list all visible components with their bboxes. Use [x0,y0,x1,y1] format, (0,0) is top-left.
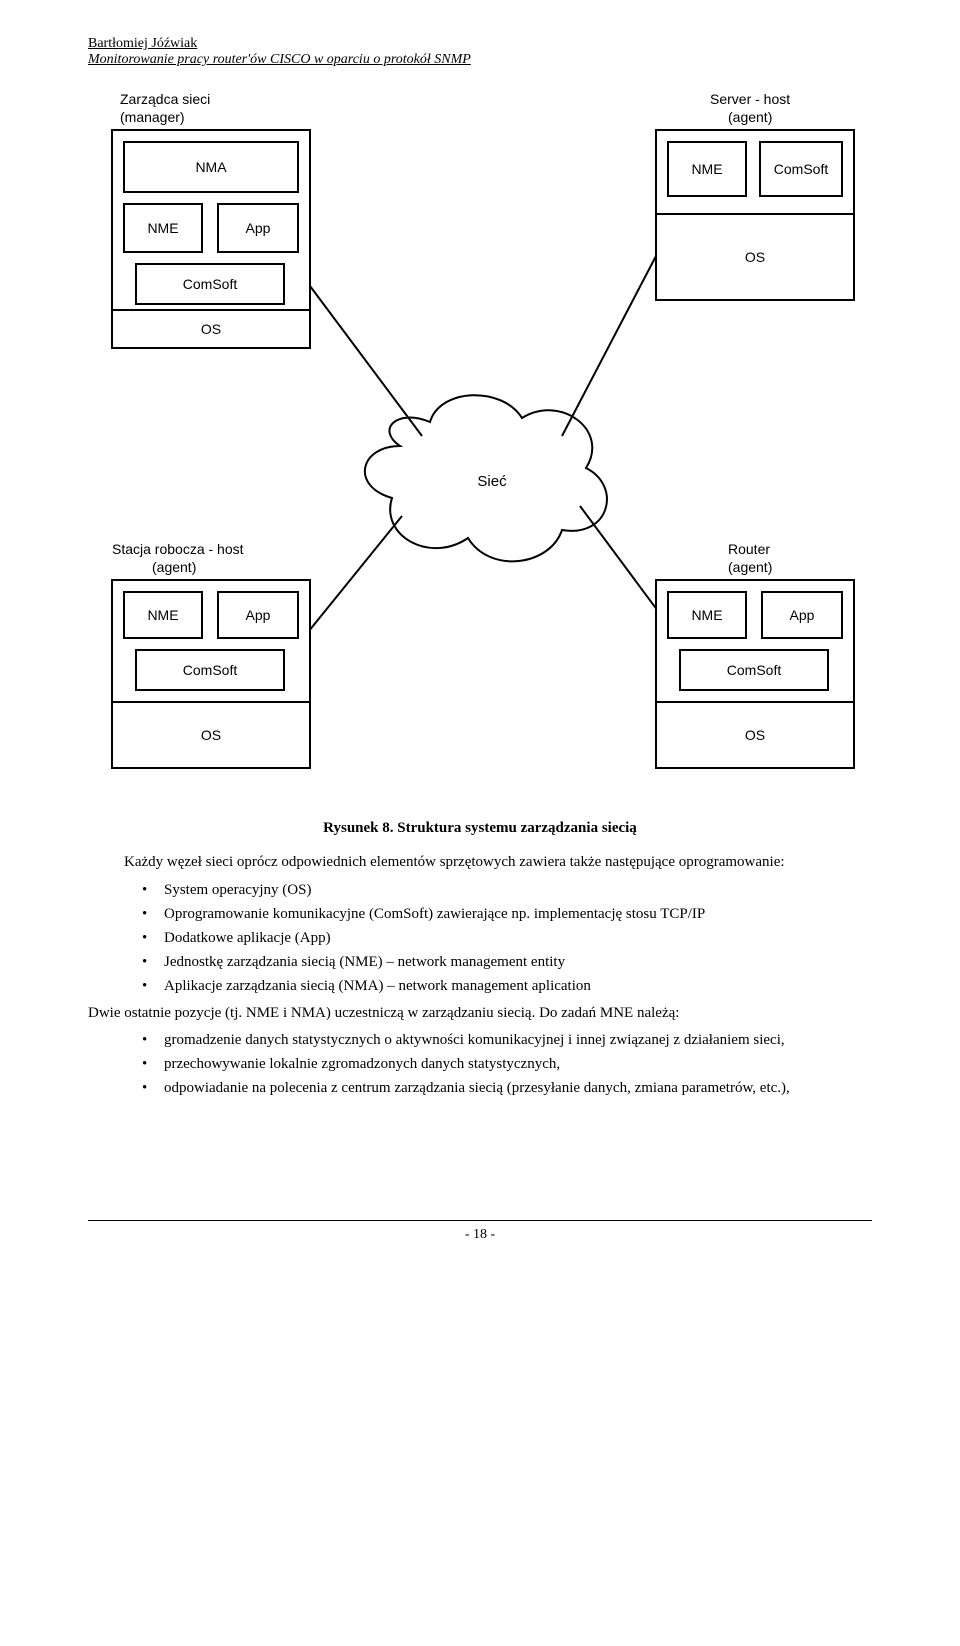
manager-comsoft: ComSoft [183,276,238,292]
router-app: App [790,607,815,623]
router-os: OS [745,727,765,743]
list-item: Jednostkę zarządzania siecią (NME) – net… [142,950,872,974]
list-item: odpowiadanie na polecenia z centrum zarz… [142,1076,872,1100]
list-item: Oprogramowanie komunikacyjne (ComSoft) z… [142,902,872,926]
network-label: Sieć [477,473,507,490]
manager-nme: NME [147,220,178,236]
router-comsoft: ComSoft [727,662,782,678]
workstation-os: OS [201,727,221,743]
list-item: przechowywanie lokalnie zgromadzonych da… [142,1052,872,1076]
manager-os: OS [201,321,221,337]
bullet-list-1: System operacyjny (OS) Oprogramowanie ko… [142,878,872,998]
server-label-1: Server - host [710,91,790,107]
figure-caption: Rysunek 8. Struktura systemu zarządzania… [88,820,872,837]
bullet-list-2: gromadzenie danych statystycznych o akty… [142,1028,872,1100]
server-comsoft: ComSoft [774,161,829,177]
edge-server-net [562,256,656,436]
server-nme: NME [691,161,722,177]
server-label-2: (agent) [728,109,772,125]
edge-manager-net [310,286,422,436]
snmp-architecture-diagram: Zarządca sieci (manager) NMA NME App Com… [100,86,860,806]
list-item: gromadzenie danych statystycznych o akty… [142,1028,872,1052]
page-footer: - 18 - [88,1220,872,1243]
router-label-2: (agent) [728,559,772,575]
manager-label-2: (manager) [120,109,185,125]
workstation-app: App [246,607,271,623]
router-nme: NME [691,607,722,623]
edge-workstation-net [300,516,402,642]
header-title: Monitorowanie pracy router'ów CISCO w op… [88,52,872,68]
page-header: Bartłomiej Jóźwiak Monitorowanie pracy r… [88,36,872,68]
paragraph-2: Dwie ostatnie pozycje (tj. NME i NMA) uc… [88,1002,872,1025]
body-text: Każdy węzeł sieci oprócz odpowiednich el… [88,851,872,1100]
workstation-comsoft: ComSoft [183,662,238,678]
server-os: OS [745,249,765,265]
workstation-label-1: Stacja robocza - host [112,541,244,557]
list-item: Aplikacje zarządzania siecią (NMA) – net… [142,974,872,998]
list-item: Dodatkowe aplikacje (App) [142,926,872,950]
manager-nma: NMA [195,159,227,175]
manager-app: App [246,220,271,236]
workstation-nme: NME [147,607,178,623]
header-author: Bartłomiej Jóźwiak [88,36,872,52]
manager-label-1: Zarządca sieci [120,91,210,107]
list-item: System operacyjny (OS) [142,878,872,902]
router-label-1: Router [728,541,770,557]
page-number: - 18 - [88,1227,872,1243]
figure-8: Zarządca sieci (manager) NMA NME App Com… [88,86,872,806]
workstation-label-2: (agent) [152,559,196,575]
paragraph-1: Każdy węzeł sieci oprócz odpowiednich el… [88,851,872,874]
